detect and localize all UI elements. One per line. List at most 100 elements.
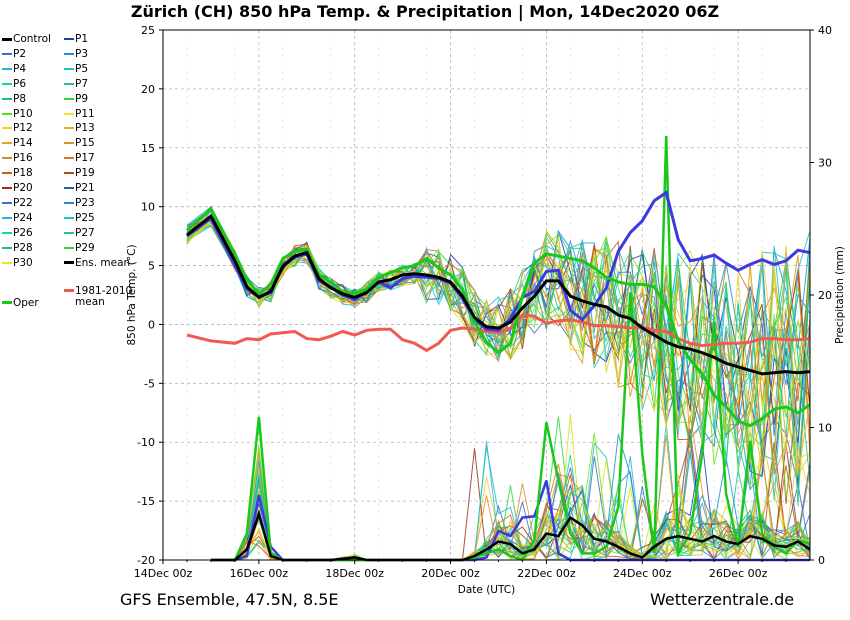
y-tick-label: 5 — [148, 260, 155, 273]
legend-item: P17 — [64, 153, 95, 164]
legend-swatch — [2, 172, 12, 175]
legend-item: P28 — [2, 242, 33, 254]
legend-item: P27 — [64, 226, 95, 239]
y2-axis-label: Precipitation (mm) — [834, 246, 846, 344]
legend-label: 1981-2010 mean — [75, 284, 133, 308]
y-tick-label: -20 — [137, 554, 155, 567]
legend-swatch — [2, 231, 12, 234]
legend-item: P21 — [64, 183, 95, 194]
legend-label: Oper — [13, 296, 39, 309]
legend-label: P13 — [75, 122, 95, 135]
legend-swatch — [2, 127, 12, 130]
x-tick-label: 22Dec 00z — [517, 567, 576, 580]
legend-item: P18 — [2, 168, 33, 179]
legend-swatch — [64, 112, 74, 115]
y-tick-label: 10 — [141, 201, 155, 214]
y2-tick-label: 10 — [818, 422, 832, 435]
legend-item: P1 — [64, 34, 88, 45]
ensemble-members — [186, 205, 811, 561]
legend-label: P27 — [75, 226, 95, 239]
chart-title: Zürich (CH) 850 hPa Temp. & Precipitatio… — [130, 2, 720, 21]
legend-swatch — [64, 231, 74, 234]
legend-item: P24 — [2, 211, 33, 224]
x-axis-label: Date (UTC) — [458, 584, 515, 596]
legend-label: P1 — [75, 33, 89, 45]
legend-swatch — [64, 52, 74, 55]
legend-swatch — [2, 82, 12, 85]
legend-swatch — [64, 38, 74, 40]
legend-item: P19 — [64, 168, 95, 179]
legend-swatch — [64, 67, 74, 70]
y-tick-label: 20 — [141, 83, 155, 96]
y2-tick-label: 30 — [818, 157, 832, 170]
x-tick-label: 14Dec 00z — [134, 567, 193, 580]
legend-label: P19 — [75, 167, 95, 180]
y-axis-label: 850 hPa Temp. (°C) — [126, 244, 138, 345]
legend-item: Control — [2, 34, 51, 45]
legend-swatch — [2, 216, 12, 219]
legend-swatch — [2, 261, 12, 264]
legend-label: P3 — [75, 47, 89, 60]
temp-line-climate-mean — [186, 313, 811, 353]
legend-item: P25 — [64, 212, 95, 224]
legend-swatch — [64, 97, 74, 100]
legend-swatch — [2, 246, 12, 249]
legend-label: P23 — [75, 196, 95, 209]
legend-swatch — [2, 201, 12, 204]
legend-item: P7 — [64, 77, 89, 90]
footer-model-info: GFS Ensemble, 47.5N, 8.5E — [120, 590, 339, 609]
legend-swatch — [2, 157, 12, 160]
y-tick-label: 0 — [148, 318, 155, 331]
legend-item: P16 — [2, 153, 33, 164]
legend-item: P3 — [64, 47, 89, 60]
legend-label: P11 — [75, 107, 95, 120]
x-tick-label: 18Dec 00z — [325, 567, 384, 580]
legend-item: P2 — [2, 47, 27, 60]
legend-label: P5 — [75, 62, 89, 75]
y2-tick-label: 20 — [818, 289, 832, 302]
legend-item: P30 — [2, 256, 33, 269]
temp-line-ens-mean — [186, 213, 811, 376]
legend-item: P10 — [2, 108, 33, 120]
legend-label: Control — [13, 33, 51, 45]
legend-label: P22 — [13, 196, 33, 209]
legend-swatch — [64, 201, 74, 204]
legend-item: P8 — [2, 92, 27, 105]
y-tick-label: 15 — [141, 142, 155, 155]
legend-item: P20 — [2, 183, 33, 194]
legend-label: P7 — [75, 77, 89, 90]
legend-label: P24 — [13, 211, 33, 224]
series-lines — [186, 135, 811, 562]
temp-member-line — [186, 206, 811, 465]
legend-label: P26 — [13, 226, 33, 239]
legend-item: P23 — [64, 196, 95, 209]
legend-item: P6 — [2, 78, 26, 90]
legend-swatch — [64, 142, 74, 145]
legend-item: Oper — [2, 296, 39, 309]
axes: -20 -15 -10 -5 0 5 10 15 20 25 0 10 20 30 40 14Dec 00z 1… — [126, 24, 846, 596]
legend-item: P5 — [64, 62, 89, 75]
legend-label: P17 — [75, 152, 95, 165]
legend-item: Ens. mean — [64, 256, 131, 269]
legend-label: P30 — [13, 256, 33, 269]
legend-item: P4 — [2, 62, 27, 75]
legend-label: P9 — [75, 92, 89, 105]
x-tick-label: 24Dec 00z — [613, 567, 672, 580]
legend-swatch — [2, 97, 12, 100]
legend-label: P4 — [13, 62, 27, 75]
legend-swatch — [2, 112, 12, 115]
legend-swatch — [64, 172, 74, 175]
y-tick-label: -5 — [144, 377, 155, 390]
y-tick-label: 25 — [141, 24, 155, 37]
legend-label: P20 — [13, 182, 33, 194]
x-tick-label: 20Dec 00z — [421, 567, 480, 580]
legend-label: Ens. mean — [75, 256, 131, 269]
y-tick-label: -10 — [137, 436, 155, 449]
legend-label: P2 — [13, 47, 27, 60]
legend-label: P21 — [75, 182, 95, 194]
legend-swatch — [2, 52, 12, 55]
legend-swatch — [64, 127, 74, 130]
legend-label: P8 — [13, 92, 27, 105]
legend-swatch — [2, 301, 12, 305]
